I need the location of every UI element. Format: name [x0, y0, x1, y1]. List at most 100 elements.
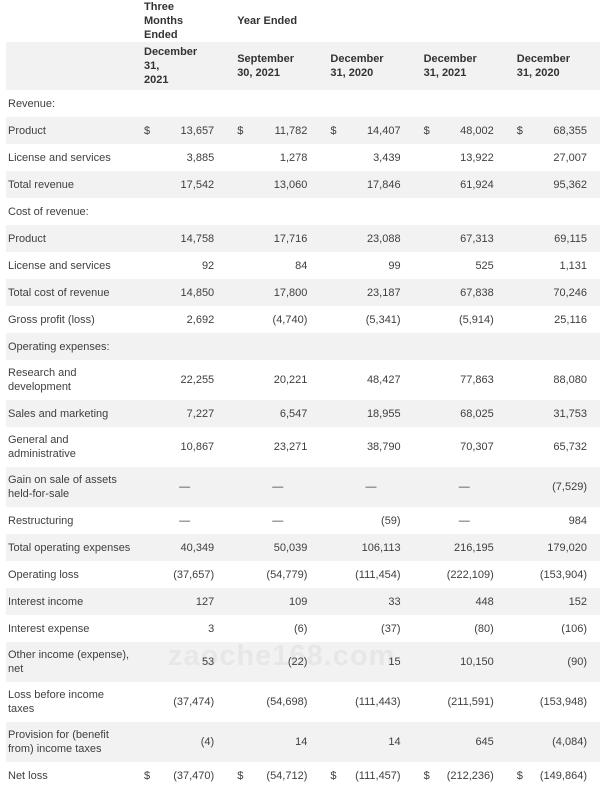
- value-cell: 127: [134, 588, 227, 615]
- currency-symbol: $: [144, 769, 151, 782]
- cell-value: 1,131: [559, 259, 587, 272]
- cell-value: 53: [201, 656, 215, 668]
- value-cell: $11,782: [227, 117, 320, 144]
- value-cell: 13,060: [227, 171, 320, 198]
- cell-value: 84: [295, 259, 308, 272]
- cell-value: 6,547: [279, 407, 308, 420]
- cell-value: (153,904): [539, 568, 587, 581]
- value-cell: 17,542: [134, 171, 227, 198]
- table-row: Total operating expenses 40,349 50,039 106,…: [6, 534, 600, 561]
- value-cell: (59): [320, 507, 413, 534]
- value-cell: (54,698): [227, 682, 320, 722]
- value-cell: $ (111,457): [320, 762, 413, 789]
- cell-value: 25,116: [554, 313, 587, 326]
- row-label: Product: [8, 232, 46, 245]
- cell-value: (80): [474, 622, 494, 635]
- cell-value: 17,542: [180, 178, 215, 191]
- value-cell: [320, 333, 413, 360]
- cell-value: 984: [568, 514, 587, 527]
- column-header-dec-31-2021-y: December 31, 2021: [423, 53, 477, 79]
- period-header-row: Three Months Ended Year Ended: [6, 0, 600, 42]
- cell-value: (6): [293, 622, 308, 635]
- cell-value: 23,088: [366, 232, 401, 245]
- cell-value: 14: [295, 736, 308, 748]
- row-label: Research and development: [8, 367, 77, 393]
- cell-value: 14,850: [180, 286, 215, 299]
- value-cell: (153,904): [507, 561, 600, 588]
- cell-value: 11,782: [274, 124, 308, 137]
- value-cell: 65,732: [507, 427, 600, 467]
- period-header-cell: [320, 0, 413, 42]
- value-cell: 84: [227, 252, 320, 279]
- cell-value: 99: [388, 259, 401, 272]
- row-label: Product: [8, 124, 46, 137]
- cell-value: 127: [195, 595, 215, 608]
- value-cell: 3,439: [320, 144, 413, 171]
- cell-value: —: [458, 514, 470, 527]
- value-cell: 70,246: [507, 279, 600, 306]
- cell-value: 109: [289, 595, 308, 608]
- cell-value: 48,002: [460, 124, 494, 137]
- cell-value: 17,800: [273, 286, 308, 299]
- cell-value: (111,443): [355, 696, 401, 708]
- cell-value: (106): [561, 622, 587, 635]
- value-cell: 448: [414, 588, 507, 615]
- value-cell: (6): [227, 615, 320, 642]
- column-header-dec-31-2021-q: December 31, 2021: [144, 46, 198, 86]
- cell-value: 106,113: [361, 541, 401, 554]
- table-row: Sales and marketing 7,227 6,547 18,955 68,02…: [6, 400, 600, 427]
- cell-value: 10,867: [180, 441, 215, 453]
- column-header-cell: September 30, 2021: [227, 42, 320, 90]
- cell-value: (149,864): [539, 769, 587, 782]
- value-cell: 17,716: [227, 225, 320, 252]
- cell-value: 27,007: [553, 151, 587, 164]
- value-cell: [507, 198, 600, 225]
- row-label: Total cost of revenue: [8, 286, 110, 299]
- value-cell: (4,084): [507, 722, 600, 762]
- value-cell: 69,115: [507, 225, 600, 252]
- cell-value: 33: [388, 595, 401, 608]
- value-cell: 53: [134, 642, 227, 682]
- cell-value: (7,529): [552, 481, 587, 493]
- value-cell: 1,278: [227, 144, 320, 171]
- cell-value: —: [458, 481, 470, 493]
- value-cell: [134, 198, 227, 225]
- value-cell: 13,922: [414, 144, 507, 171]
- value-cell: 31,753: [507, 400, 600, 427]
- cell-value: 13,922: [460, 151, 494, 164]
- value-cell: (5,914): [414, 306, 507, 333]
- table-row: Provision for (benefit from) income taxe…: [6, 722, 600, 762]
- value-cell: [507, 333, 600, 360]
- column-header-spacer: [6, 60, 134, 72]
- value-cell: 67,313: [414, 225, 507, 252]
- value-cell: (37,474): [134, 682, 227, 722]
- value-cell: $ (37,470): [134, 762, 227, 789]
- cell-value: (4): [200, 736, 215, 748]
- cell-value: 20,221: [273, 374, 308, 386]
- value-cell: [507, 90, 600, 117]
- period-header-cell: [507, 0, 600, 42]
- value-cell: (7,529): [507, 467, 600, 507]
- cell-value: 68,355: [553, 124, 587, 137]
- value-cell: (37): [320, 615, 413, 642]
- cell-value: —: [179, 514, 191, 527]
- cell-value: 179,020: [547, 541, 587, 554]
- value-cell: 33: [320, 588, 413, 615]
- value-cell: 216,195: [414, 534, 507, 561]
- value-cell: 38,790: [320, 427, 413, 467]
- value-cell: 20,221: [227, 360, 320, 400]
- value-cell: (80): [414, 615, 507, 642]
- column-header-dec-31-2020-y: December 31, 2020: [516, 53, 570, 79]
- cell-value: —: [179, 481, 191, 493]
- row-label: License and services: [8, 151, 111, 164]
- currency-symbol: $: [516, 124, 523, 137]
- cell-value: 69,115: [554, 232, 587, 245]
- cell-value: 14,758: [180, 232, 215, 245]
- value-cell: —: [134, 507, 227, 534]
- table-row: License and services 92 84 99 525 1,131: [6, 252, 600, 279]
- cell-value: —: [272, 481, 284, 493]
- value-cell: 17,846: [320, 171, 413, 198]
- cell-value: 95,362: [553, 178, 587, 191]
- cell-value: 3,439: [373, 151, 401, 164]
